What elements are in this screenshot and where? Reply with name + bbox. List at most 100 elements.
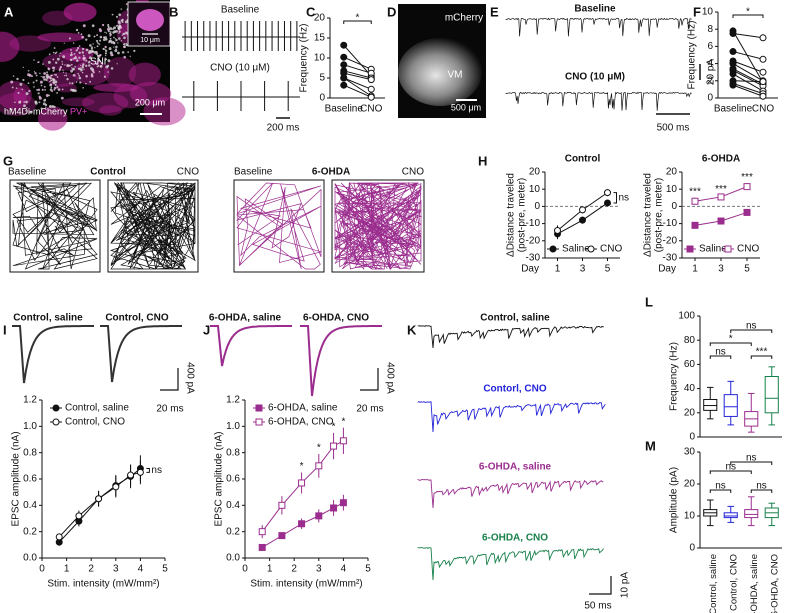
cell-dot xyxy=(75,49,78,52)
cell-dot xyxy=(75,81,78,83)
cell-dot xyxy=(122,43,125,45)
cell-dot xyxy=(19,100,22,102)
sig-label: ns xyxy=(151,465,162,476)
cell-dot xyxy=(85,82,87,85)
panel-label: G xyxy=(3,153,13,168)
cell-dot xyxy=(113,46,115,48)
cell-dot xyxy=(39,72,41,75)
cell-dot xyxy=(37,92,40,95)
pv-signal xyxy=(104,56,137,88)
panel-label: A xyxy=(4,4,14,19)
marker xyxy=(75,512,83,520)
x-tick-label: 6-OHDA, CNO xyxy=(769,554,780,613)
cell-dot xyxy=(53,66,56,69)
trace-label: 6-OHDA, saline xyxy=(209,313,282,324)
cell-dot xyxy=(87,34,91,38)
trace-label: CNO (10 μM) xyxy=(210,63,270,74)
cell-dot xyxy=(47,60,51,64)
cell-dot xyxy=(105,38,108,41)
region-label: VM xyxy=(448,70,463,81)
trace-label: 6-OHDA, CNO xyxy=(303,313,369,324)
channel-label: mCherry xyxy=(445,13,483,24)
region-label: SNr xyxy=(90,57,108,68)
cell-dot xyxy=(50,83,53,86)
cell-dot xyxy=(70,51,73,54)
y-tick-label: 10 xyxy=(314,53,326,64)
y-tick-label: 30 xyxy=(684,447,696,458)
trace-label: Baseline xyxy=(221,5,260,16)
pv-signal xyxy=(63,2,97,22)
y-tick-label: 100 xyxy=(678,311,695,322)
cell-dot xyxy=(69,82,71,84)
cell-dot xyxy=(48,94,50,97)
cell-dot xyxy=(66,64,70,68)
cell-dot xyxy=(87,61,91,64)
x-tick-label: Baseline xyxy=(325,104,364,115)
cell-dot xyxy=(59,52,61,54)
sig-bracket xyxy=(750,489,773,493)
sig-label: * xyxy=(317,443,321,454)
marker xyxy=(136,468,144,476)
y-tick-label: 1.2 xyxy=(226,395,240,406)
marker xyxy=(759,78,767,86)
y-tick-label: 0.8 xyxy=(23,447,37,458)
cell-dot xyxy=(118,30,121,33)
cell-dot xyxy=(79,81,82,84)
cell-dot xyxy=(71,89,75,92)
x-axis-label: Day xyxy=(658,264,676,275)
marker xyxy=(367,85,375,93)
scale-label: 500 μm xyxy=(451,102,481,112)
cell-dot xyxy=(115,40,117,42)
marker xyxy=(729,70,737,78)
y-tick-label: -20 xyxy=(663,235,678,246)
x-tick-label: 4 xyxy=(138,564,144,575)
marker-label: PV+ xyxy=(70,106,87,116)
cell-dot xyxy=(55,51,58,53)
marker xyxy=(330,442,338,450)
marker xyxy=(278,501,286,509)
sig-label: *** xyxy=(756,347,768,358)
pair-line xyxy=(343,77,372,97)
cell-dot xyxy=(72,58,75,60)
sig-bracket xyxy=(709,489,732,493)
cell-dot xyxy=(116,63,118,65)
cell-dot xyxy=(81,51,84,54)
cell-dot xyxy=(56,86,59,89)
sig-bracket xyxy=(730,329,773,333)
cell-dot xyxy=(90,49,94,53)
cell-dot xyxy=(26,106,28,109)
pv-signal xyxy=(61,97,95,107)
cell-dot xyxy=(56,76,59,78)
cell-dot xyxy=(54,52,57,55)
cell-dot xyxy=(123,36,126,40)
sig-label: * xyxy=(746,7,750,18)
cell-dot xyxy=(102,47,105,50)
cell-dot xyxy=(12,75,15,77)
arena xyxy=(9,179,101,273)
cell-dot xyxy=(49,88,53,91)
cell-dot xyxy=(38,95,41,98)
cell-dot xyxy=(123,55,127,59)
cell-dot xyxy=(104,49,108,53)
marker xyxy=(743,208,751,216)
cell-dot xyxy=(104,54,107,57)
trace-label: Control, CNO xyxy=(105,313,169,324)
box xyxy=(703,398,718,411)
y-tick-label: 0.2 xyxy=(23,526,37,537)
scale-label: 200 μm xyxy=(135,97,165,107)
sig-label: ns xyxy=(725,462,736,473)
cell-dot xyxy=(78,67,82,71)
marker xyxy=(686,245,694,253)
cell-dot xyxy=(109,34,112,37)
cell-dot xyxy=(53,74,56,76)
box xyxy=(723,394,738,417)
panel-label: C xyxy=(306,4,316,19)
cell-dot xyxy=(19,82,23,86)
cell-dot xyxy=(96,42,99,44)
marker xyxy=(554,226,561,234)
cell-dot xyxy=(104,52,108,55)
cell-dot xyxy=(53,88,56,91)
sig-bracket xyxy=(732,14,764,18)
x-tick-label: Control, CNO xyxy=(728,554,739,611)
cell-dot xyxy=(96,54,99,57)
